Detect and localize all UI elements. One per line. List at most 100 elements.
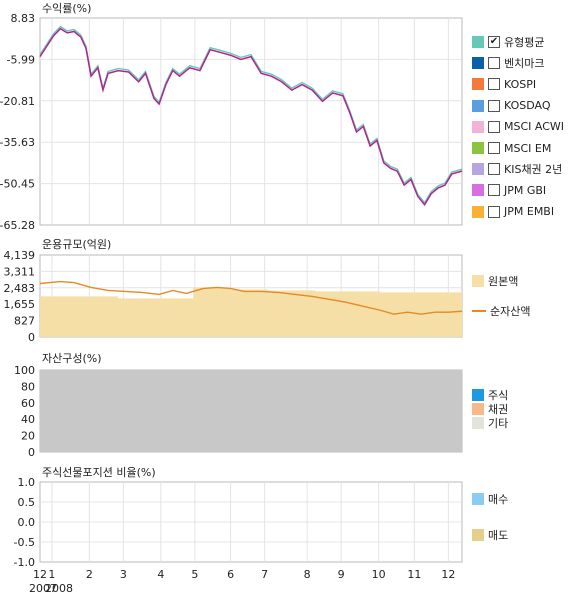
y-tick-label: 100	[14, 364, 35, 377]
y-tick-label: 4,139	[4, 249, 36, 262]
aum-line-layer	[39, 280, 463, 315]
y-tick-label: 827	[14, 315, 35, 328]
principal-area	[40, 287, 462, 337]
legend-checkbox[interactable]	[488, 184, 500, 197]
legend-checkbox[interactable]	[488, 99, 500, 112]
x-tick-label: 7	[261, 568, 268, 581]
y-tick-label: 2,483	[4, 282, 36, 295]
legend-label: KOSDAQ	[504, 99, 551, 113]
x-tick-label: 3	[120, 568, 127, 581]
legend-checkbox[interactable]	[488, 57, 500, 70]
legend-item[interactable]: ✔ 유형평균	[472, 34, 544, 50]
legend-checkbox[interactable]: ✔	[488, 36, 500, 48]
y-tick-label: 0	[28, 331, 35, 344]
returns-title: 수익률(%)	[42, 2, 91, 15]
x-tick-label: 11	[407, 568, 421, 581]
x-tick-label: 10	[372, 568, 386, 581]
legend-swatch	[472, 57, 484, 70]
x-tick-label: 9	[338, 568, 345, 581]
legend-item: 매수	[472, 491, 508, 507]
y-tick-label: 20	[21, 430, 35, 443]
legend-label: 순자산액	[490, 305, 531, 318]
x-tick-label: 1	[48, 568, 55, 581]
legend-label: 유형평균	[504, 36, 545, 49]
legend-item[interactable]: JPM GBI	[472, 182, 546, 198]
legend-checkbox[interactable]	[488, 120, 500, 133]
legend-swatch	[472, 184, 484, 197]
y-tick-label: 1.0	[18, 476, 36, 489]
legend-swatch	[472, 99, 484, 112]
legend-swatch	[472, 417, 484, 429]
y-tick-label: 0.5	[18, 496, 36, 509]
legend-label: JPM GBI	[504, 183, 547, 197]
x-year-label: 2007	[29, 582, 57, 595]
legend-checkbox[interactable]	[488, 78, 500, 91]
y-tick-label: 80	[21, 380, 35, 393]
legend-label: MSCI EM	[504, 141, 552, 155]
x-year-label: 2008	[45, 582, 73, 595]
legend-item[interactable]: MSCI EM	[472, 140, 551, 156]
legend-label: 매도	[488, 529, 509, 542]
y-tick-label: 0.0	[18, 516, 36, 529]
asset-title: 자산구성(%)	[42, 352, 102, 365]
legend-swatch	[472, 403, 484, 415]
y-tick-label: 8.83	[11, 12, 36, 25]
legend-swatch	[472, 36, 484, 48]
legend-item[interactable]: KOSPI	[472, 76, 536, 92]
legend-swatch	[472, 142, 484, 154]
x-tick-label: 8	[304, 568, 311, 581]
legend-label: MSCI ACWI	[504, 120, 565, 134]
net-asset-line	[39, 280, 463, 315]
x-tick-label: 5	[191, 568, 198, 581]
y-tick-label: 0	[28, 446, 35, 459]
y-tick-label: -65.28	[0, 219, 35, 232]
legend-label: 주식	[488, 389, 509, 402]
y-tick-label: -20.81	[0, 95, 35, 108]
legend-item[interactable]: 벤치마크	[472, 55, 544, 71]
legend-label: JPM EMBI	[504, 205, 555, 219]
legend-item: 매도	[472, 527, 508, 543]
legend-label: KIS채권 2년	[504, 163, 563, 177]
legend-label: 기타	[488, 417, 509, 430]
legend-swatch	[472, 163, 484, 176]
asset-area-layer	[40, 370, 462, 452]
legend-swatch	[472, 310, 486, 312]
legend-swatch	[472, 205, 484, 218]
legend-swatch	[472, 120, 484, 133]
legend-checkbox[interactable]	[488, 163, 500, 176]
x-tick-label: 12	[441, 568, 455, 581]
legend-label: KOSPI	[504, 77, 537, 91]
x-tick-label: 2	[86, 568, 93, 581]
y-tick-label: 3,311	[4, 265, 36, 278]
legend-item: 채권	[472, 401, 508, 417]
y-tick-label: -0.5	[14, 536, 35, 549]
fund-return-line	[39, 27, 463, 206]
y-tick-label: 40	[21, 413, 35, 426]
y-tick-label: 1,655	[4, 298, 36, 311]
legend-swatch	[472, 275, 484, 287]
asset-area-other	[40, 370, 462, 452]
x-tick-label: 6	[227, 568, 234, 581]
y-tick-label: -50.45	[0, 178, 35, 191]
y-tick-label: -5.99	[7, 53, 35, 66]
legend-swatch	[472, 529, 484, 541]
returns-plot-area	[39, 17, 463, 226]
legend-item[interactable]: MSCI ACWI	[472, 119, 564, 135]
legend-item: 주식	[472, 387, 508, 403]
legend-label: 원본액	[488, 275, 519, 288]
x-tick-label: 4	[157, 568, 164, 581]
legend-swatch	[472, 493, 484, 505]
legend-swatch	[472, 78, 484, 91]
legend-item[interactable]: JPM EMBI	[472, 204, 554, 220]
legend-item: 원본액	[472, 273, 518, 289]
futures-title: 주식선물포지션 비율(%)	[42, 466, 156, 479]
legend-label: 채권	[488, 403, 509, 416]
legend-item[interactable]: KOSDAQ	[472, 98, 551, 114]
legend-item[interactable]: KIS채권 2년	[472, 161, 562, 177]
category-average-line	[39, 25, 463, 204]
legend-item: 기타	[472, 415, 508, 431]
legend-checkbox[interactable]	[488, 205, 500, 218]
legend-checkbox[interactable]	[488, 142, 500, 154]
